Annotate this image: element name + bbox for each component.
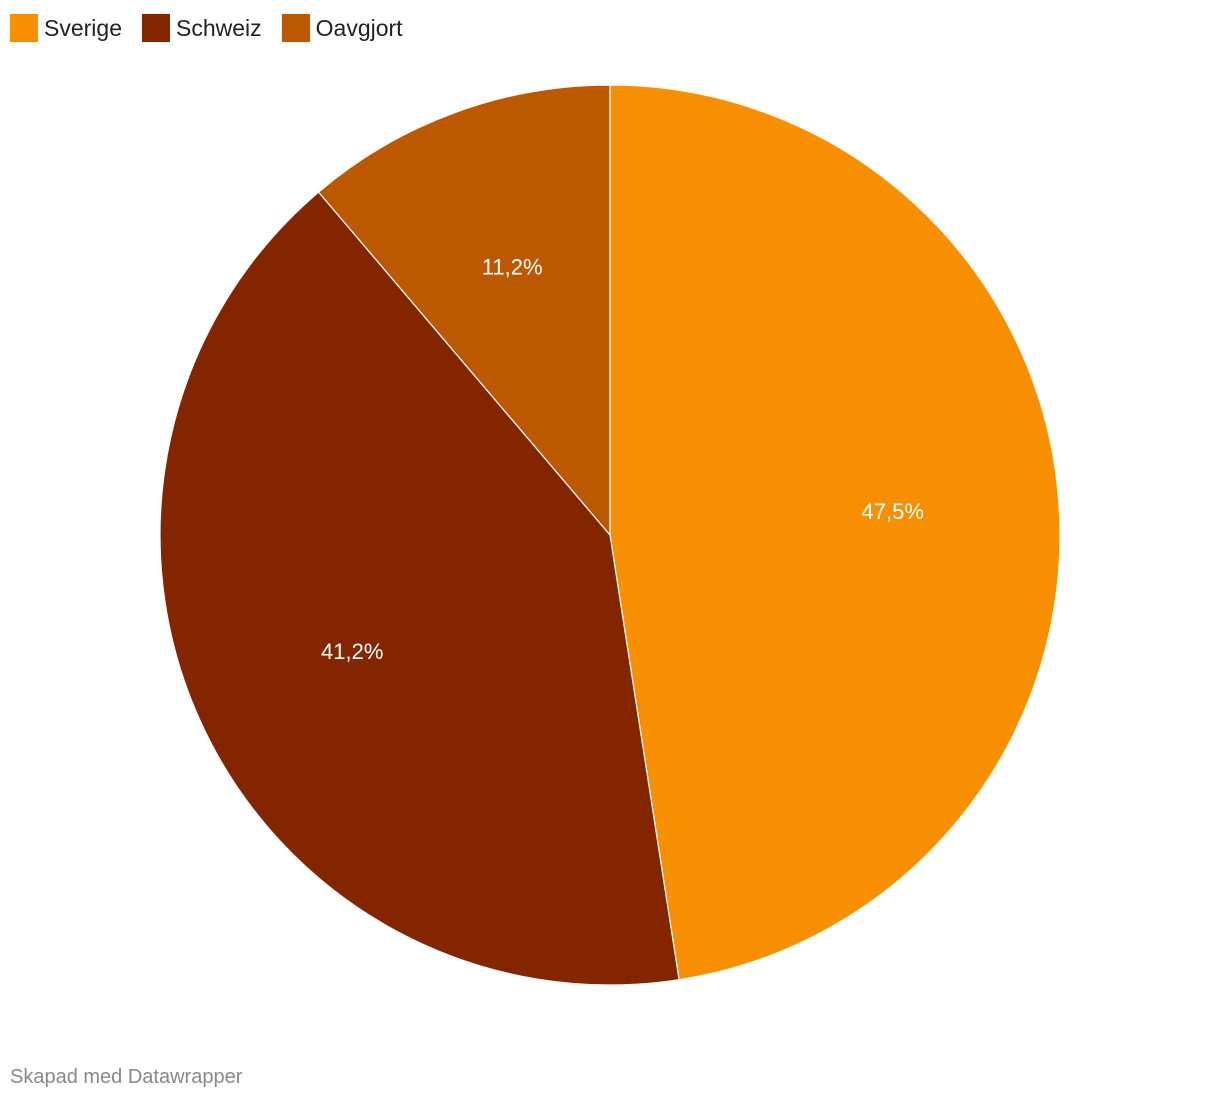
legend-item-sverige: Sverige <box>10 14 122 42</box>
legend-label-schweiz: Schweiz <box>175 15 262 41</box>
legend-label-sverige: Sverige <box>44 15 122 41</box>
pie-label-sverige: 47,5% <box>862 499 924 524</box>
credit-text: Skapad med Datawrapper <box>10 1066 243 1088</box>
legend-item-oavgjort: Oavgjort <box>281 14 403 42</box>
pie-slice-oavgjort <box>317 84 611 537</box>
pie-label-oavgjort: 11,2% <box>482 255 543 280</box>
pie-slice-sverige <box>609 84 1061 981</box>
legend-swatch-oavgjort <box>281 14 310 42</box>
pie-slice-schweiz <box>159 191 680 986</box>
legend: Sverige Schweiz Oavgjort <box>10 12 423 44</box>
legend-swatch-schweiz <box>141 14 170 42</box>
legend-item-schweiz: Schweiz <box>141 14 262 42</box>
pie-label-schweiz: 41,2% <box>321 639 383 664</box>
legend-swatch-sverige <box>10 14 38 42</box>
legend-label-oavgjort: Oavgjort <box>315 15 403 41</box>
